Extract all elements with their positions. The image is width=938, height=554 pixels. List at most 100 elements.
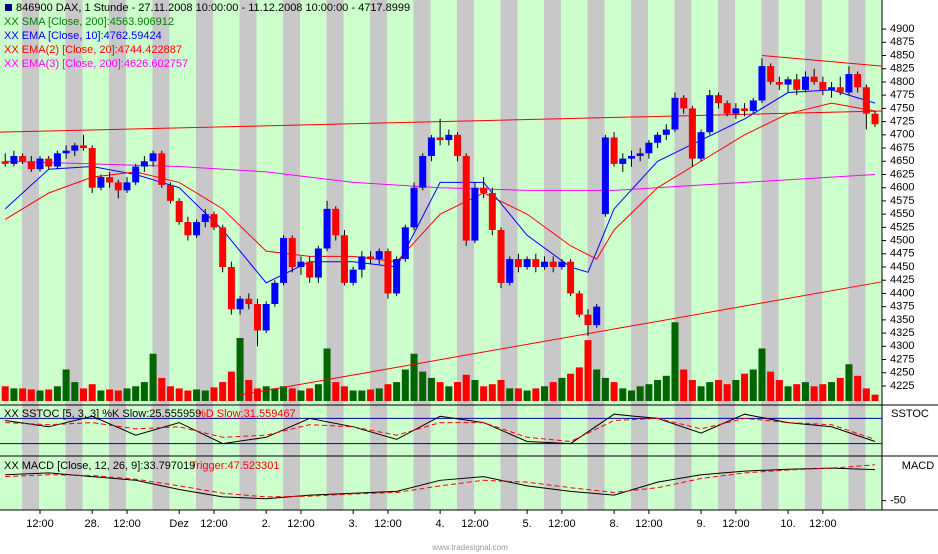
candle-body xyxy=(445,134,453,141)
candle-body xyxy=(506,259,514,283)
candle-body xyxy=(697,132,705,159)
volume-bar xyxy=(523,390,531,401)
candle-body xyxy=(323,208,331,249)
x-tick-label: 9. xyxy=(696,518,705,530)
volume-bar xyxy=(1,386,9,401)
volume-bar xyxy=(828,382,836,401)
volume-bar xyxy=(288,388,296,401)
candle-body xyxy=(601,137,609,215)
volume-bar xyxy=(662,375,670,401)
x-tick-label: 12:00 xyxy=(287,518,315,530)
y-tick-label: 4675 xyxy=(890,142,914,154)
volume-bar xyxy=(80,388,88,401)
volume-bar xyxy=(514,388,522,401)
volume-bar xyxy=(627,390,635,401)
volume-bar xyxy=(549,382,557,401)
volume-bar xyxy=(636,386,644,401)
candle-body xyxy=(132,166,140,183)
x-tick-label: 12:00 xyxy=(113,518,141,530)
volume-bar xyxy=(454,382,462,401)
volume-bar xyxy=(62,369,70,401)
candle-body xyxy=(436,137,444,141)
candle-body xyxy=(871,113,879,125)
candle-body xyxy=(419,155,427,188)
macd-label-trigger: Trigger:47.523301 xyxy=(190,460,280,472)
candle-body xyxy=(575,293,583,315)
volume-bar xyxy=(201,390,209,401)
candle-body xyxy=(862,87,870,114)
y-tick-label: 4700 xyxy=(890,129,914,141)
candle-body xyxy=(19,155,27,162)
volume-bar xyxy=(184,390,192,401)
x-tick-label: 8. xyxy=(610,518,619,530)
y-tick-label: 4550 xyxy=(890,208,914,220)
candle-body xyxy=(401,227,409,260)
candle-body xyxy=(306,261,314,278)
volume-bar xyxy=(236,338,244,401)
volume-bar xyxy=(427,377,435,401)
trend-line xyxy=(0,110,883,133)
volume-bar xyxy=(584,340,592,401)
volume-bar xyxy=(19,388,27,401)
y-tick-label: 4575 xyxy=(890,195,914,207)
y-tick-label: 4475 xyxy=(890,248,914,260)
volume-bar xyxy=(175,388,183,401)
candle-body xyxy=(741,108,749,112)
volume-bar xyxy=(384,384,392,401)
x-tick-label: 4. xyxy=(436,518,445,530)
volume-bar xyxy=(227,371,235,401)
candle-body xyxy=(645,142,653,154)
volume-bar xyxy=(401,369,409,401)
volume-bar xyxy=(601,377,609,401)
volume-bar xyxy=(45,389,53,401)
candle-body xyxy=(497,229,505,283)
volume-bar xyxy=(767,371,775,401)
volume-bar xyxy=(462,374,470,401)
volume-bar xyxy=(297,390,305,401)
candle-body xyxy=(201,214,209,223)
candle-body xyxy=(706,95,714,133)
sstoc-title: SSTOC xyxy=(891,408,929,420)
volume-bar xyxy=(532,388,540,401)
legend-entry: XX EMA(2) [Close, 20]:4744.422887 xyxy=(4,44,182,56)
volume-bar xyxy=(132,386,140,401)
trend-line xyxy=(239,281,883,396)
macd-tick-label: -50 xyxy=(890,495,906,507)
volume-bar xyxy=(419,371,427,401)
sstoc-label-d: %D Slow:31.559467 xyxy=(196,408,296,420)
y-tick-label: 4900 xyxy=(890,23,914,35)
y-tick-label: 4225 xyxy=(890,380,914,392)
candle-body xyxy=(175,200,183,223)
y-tick-label: 4625 xyxy=(890,168,914,180)
candle-body xyxy=(384,251,392,294)
candle-body xyxy=(193,222,201,236)
volume-bar xyxy=(593,369,601,401)
volume-bar xyxy=(575,367,583,401)
candle-body xyxy=(71,145,79,151)
candle-body xyxy=(723,103,731,114)
x-tick-label: 10. xyxy=(780,518,795,530)
candle-body xyxy=(88,148,96,188)
y-tick-label: 4300 xyxy=(890,340,914,352)
candle-body xyxy=(10,155,18,164)
x-tick-label: 12:00 xyxy=(722,518,750,530)
volume-bar xyxy=(88,384,96,401)
volume-bar xyxy=(332,382,340,401)
volume-bar xyxy=(471,380,479,401)
candle-body xyxy=(671,97,679,130)
indicator-line xyxy=(4,89,876,284)
candle-body xyxy=(149,153,157,162)
y-tick-label: 4375 xyxy=(890,301,914,313)
y-tick-label: 4875 xyxy=(890,36,914,48)
volume-bar xyxy=(367,389,375,401)
volume-bar xyxy=(271,388,279,401)
indicator-line xyxy=(5,160,876,191)
volume-bar xyxy=(784,386,792,401)
candle-body xyxy=(480,187,488,193)
candle-body xyxy=(558,261,566,268)
candle-body xyxy=(227,267,235,310)
sstoc-label: XX SSTOC [5, 3, 3] %K Slow:25.555959 xyxy=(4,408,201,420)
volume-bar xyxy=(723,384,731,401)
y-tick-label: 4350 xyxy=(890,314,914,326)
